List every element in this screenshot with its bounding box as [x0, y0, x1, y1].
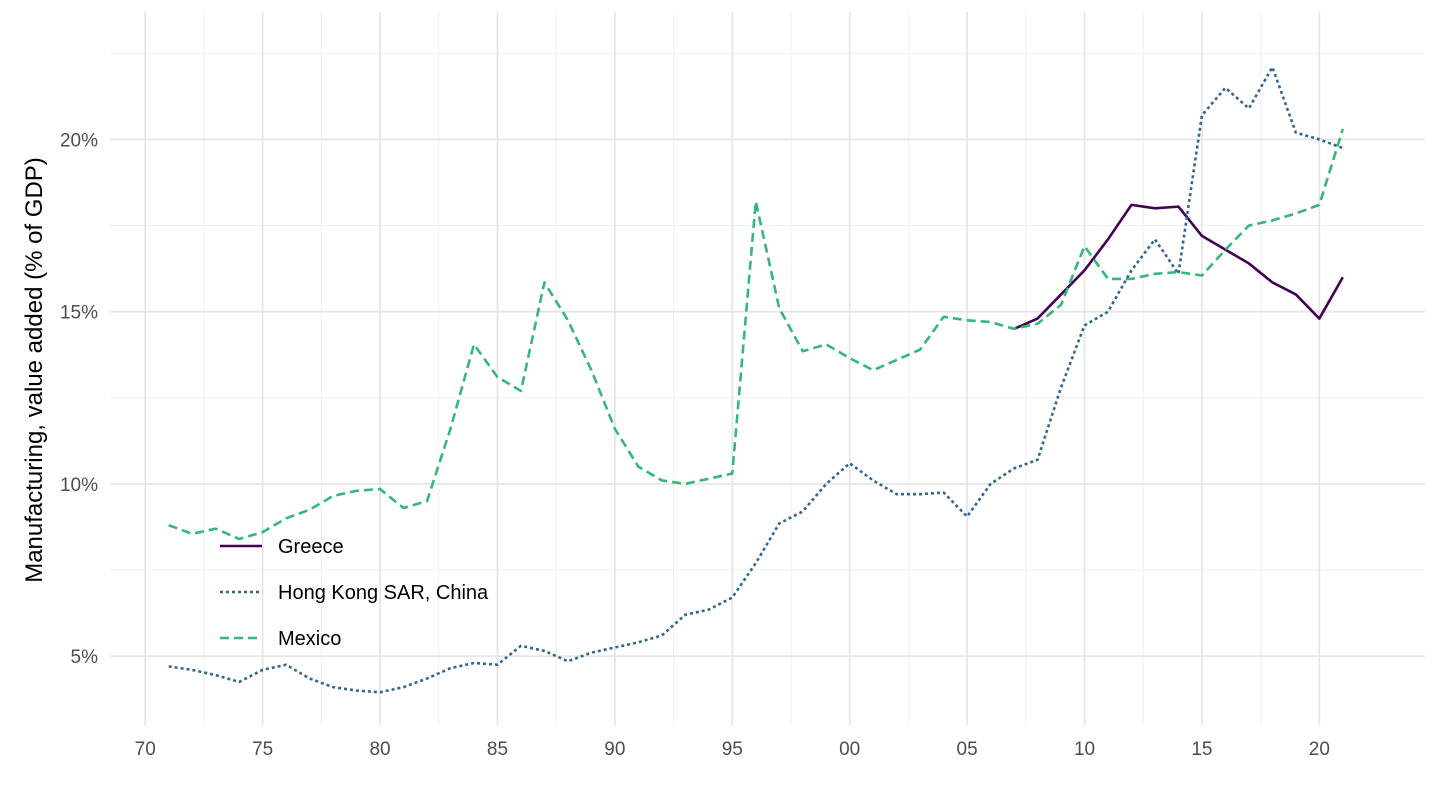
legend: Greece Hong Kong SAR, China Mexico — [220, 536, 489, 650]
major-gridlines — [110, 12, 1425, 725]
y-axis-title: Manufacturing, value added (% of GDP) — [21, 157, 48, 583]
x-tick-label: 05 — [957, 739, 978, 760]
x-tick-label: 10 — [1074, 739, 1095, 760]
x-tick-label: 00 — [839, 739, 860, 760]
y-tick-label: 10% — [60, 475, 98, 496]
series-line-mexico — [168, 128, 1345, 541]
x-axis-tick-labels: 70 75 80 85 90 95 00 05 10 15 20 — [135, 739, 1330, 760]
series-lines — [168, 65, 1345, 694]
y-axis-tick-labels: 5% 10% 15% 20% — [60, 130, 98, 668]
series-line-greece — [1013, 203, 1344, 331]
y-tick-label: 20% — [60, 130, 98, 151]
minor-gridlines — [110, 12, 1425, 725]
x-tick-label: 70 — [135, 739, 156, 760]
x-tick-label: 90 — [604, 739, 625, 760]
x-tick-label: 75 — [252, 739, 273, 760]
legend-label-greece: Greece — [278, 536, 344, 558]
x-tick-label: 95 — [722, 739, 743, 760]
y-tick-label: 15% — [60, 303, 98, 324]
x-tick-label: 85 — [487, 739, 508, 760]
x-tick-label: 15 — [1191, 739, 1212, 760]
x-tick-label: 80 — [369, 739, 390, 760]
y-tick-label: 5% — [71, 647, 99, 668]
series-line-hong-kong-sar-china — [168, 65, 1344, 694]
x-tick-label: 20 — [1309, 739, 1330, 760]
legend-label-mexico: Mexico — [278, 628, 341, 650]
legend-label-hong-kong-sar-china: Hong Kong SAR, China — [278, 582, 489, 604]
